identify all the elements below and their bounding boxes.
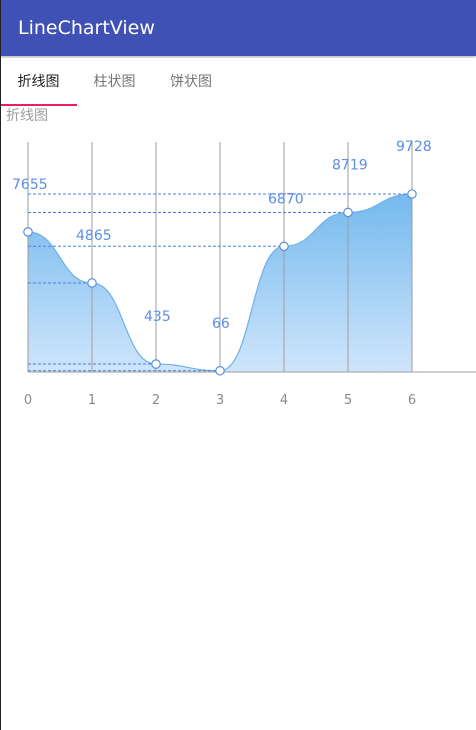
value-label-3: 66	[212, 316, 230, 332]
value-label-2: 435	[144, 309, 171, 325]
tab-indicator	[0, 104, 77, 106]
app-title: LineChartView	[18, 17, 155, 39]
chart-section-label: 折线图	[6, 108, 48, 124]
app-bar: LineChartView	[0, 0, 476, 56]
x-tick-label-0: 0	[24, 393, 32, 408]
tab-bar-chart[interactable]: 柱状图	[93, 74, 136, 90]
value-label-4: 6870	[268, 191, 304, 207]
x-tick-label-4: 4	[280, 393, 288, 408]
tab-pie-chart[interactable]: 饼状图	[170, 74, 212, 90]
x-tick-label-6: 6	[408, 393, 416, 408]
left-edge-line	[0, 0, 1, 730]
tab-line-chart[interactable]: 折线图	[17, 74, 60, 90]
chart-area-fill	[28, 194, 412, 372]
tab-bar: 折线图 柱状图 饼状图	[0, 58, 476, 106]
value-label-5: 8719	[332, 157, 368, 173]
value-label-1: 4865	[76, 228, 112, 244]
data-point-6	[407, 189, 417, 199]
x-tick-label-3: 3	[216, 393, 224, 408]
data-point-3	[215, 365, 225, 376]
x-tick-label-5: 5	[344, 393, 352, 408]
data-point-1	[87, 278, 97, 288]
data-point-0	[23, 227, 33, 237]
value-label-0: 7655	[12, 177, 48, 193]
data-point-4	[279, 241, 289, 252]
data-point-2	[151, 359, 161, 369]
x-tick-label-2: 2	[152, 393, 160, 408]
value-label-6: 9728	[396, 139, 432, 155]
data-point-5	[343, 207, 353, 218]
x-tick-label-1: 1	[88, 393, 96, 408]
